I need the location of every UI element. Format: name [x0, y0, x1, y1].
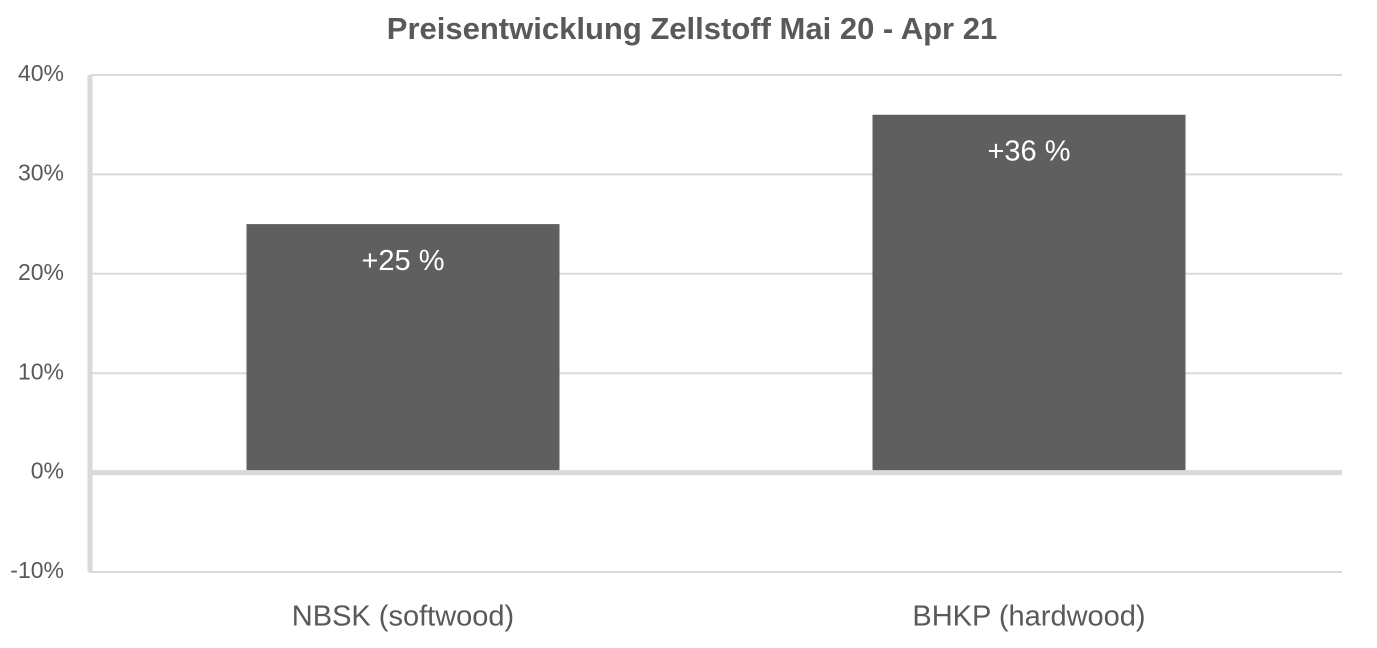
y-tick-label: -10%: [10, 557, 64, 583]
y-tick-label: 0%: [31, 458, 64, 484]
x-tick-label: BHKP (hardwood): [912, 601, 1145, 633]
chart-title: Preisentwicklung Zellstoff Mai 20 - Apr …: [387, 11, 997, 46]
bar: [246, 224, 560, 473]
y-tick-label: 30%: [18, 159, 64, 185]
y-tick-label: 40%: [18, 60, 64, 86]
y-tick-label: 20%: [18, 259, 64, 285]
x-tick-label: NBSK (softwood): [292, 601, 514, 633]
bar: [872, 114, 1186, 473]
y-tick-label: 10%: [18, 358, 64, 384]
value-label: +36 %: [987, 135, 1070, 167]
value-label: +25 %: [361, 245, 444, 277]
